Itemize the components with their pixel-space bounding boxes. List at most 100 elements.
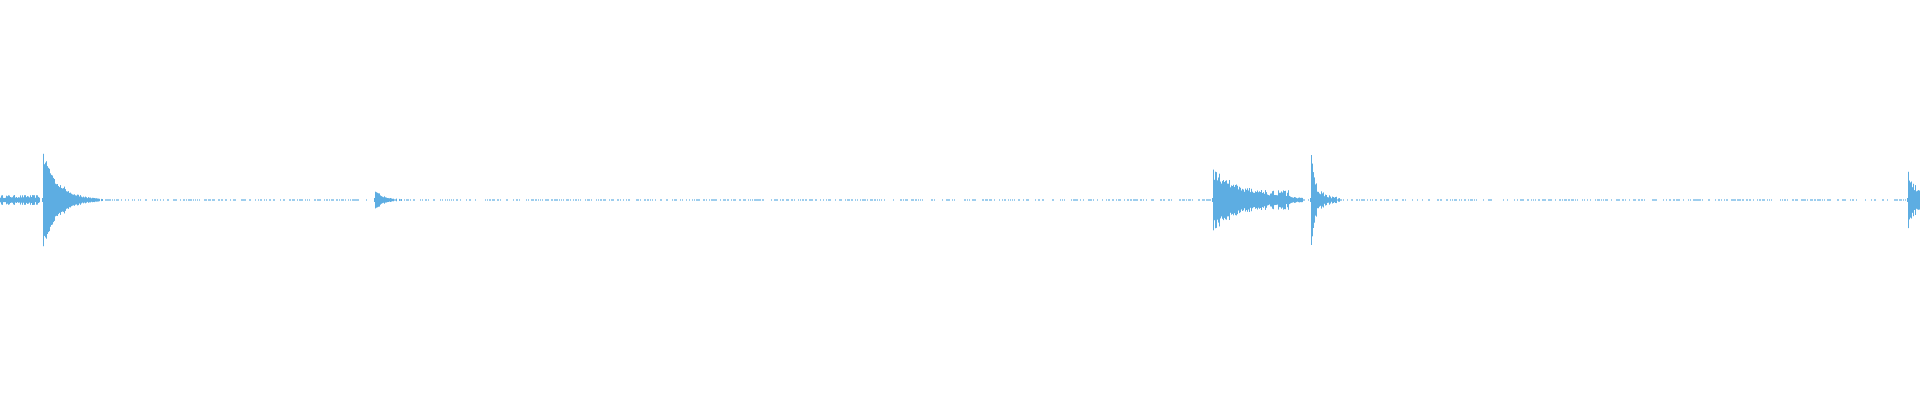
waveform-sample xyxy=(1528,199,1529,201)
waveform-sample xyxy=(292,199,293,201)
waveform-sample xyxy=(302,199,303,201)
waveform-sample xyxy=(623,199,624,201)
waveform-sample xyxy=(15,197,16,203)
waveform-sample xyxy=(1753,199,1754,201)
waveform-sample xyxy=(682,199,683,201)
waveform-sample xyxy=(79,196,80,204)
waveform-sample xyxy=(563,199,564,201)
waveform-sample xyxy=(1189,199,1190,201)
waveform-sample xyxy=(105,199,106,201)
waveform-sample xyxy=(1896,199,1897,201)
waveform-sample xyxy=(855,199,856,201)
waveform-sample xyxy=(601,199,602,201)
waveform-sample xyxy=(406,199,407,201)
waveform-sample xyxy=(694,199,695,201)
waveform-sample xyxy=(258,199,259,201)
waveform-sample xyxy=(45,162,46,238)
waveform-sample xyxy=(816,199,817,201)
waveform-sample xyxy=(1278,190,1279,210)
waveform-sample xyxy=(317,199,318,201)
waveform-sample xyxy=(1618,199,1619,201)
waveform-sample xyxy=(1802,199,1803,201)
waveform-sample xyxy=(210,199,211,201)
waveform-sample xyxy=(1700,199,1701,201)
waveform-sample xyxy=(28,196,29,204)
waveform-sample xyxy=(62,188,63,212)
waveform-sample xyxy=(989,199,990,201)
waveform-sample xyxy=(698,199,699,201)
waveform-sample xyxy=(34,195,35,205)
waveform-sample xyxy=(95,198,96,202)
waveform-sample xyxy=(23,197,24,203)
waveform-sample xyxy=(1764,199,1765,201)
waveform-sample xyxy=(209,199,210,201)
waveform-sample xyxy=(1026,199,1027,201)
waveform-sample xyxy=(1209,199,1210,201)
waveform-sample xyxy=(327,199,328,201)
waveform-sample xyxy=(379,193,380,207)
waveform-sample xyxy=(225,199,226,201)
waveform-sample xyxy=(1642,199,1643,201)
waveform-sample xyxy=(1673,199,1674,201)
waveform-sample xyxy=(29,197,30,203)
waveform-sample xyxy=(1118,199,1119,201)
waveform-sample xyxy=(193,199,194,201)
waveform-sample xyxy=(1760,199,1761,201)
waveform-sample xyxy=(1347,199,1348,201)
waveform-sample xyxy=(1853,199,1854,201)
waveform-sample xyxy=(14,195,15,205)
waveform-sample xyxy=(1232,186,1233,214)
waveform-sample xyxy=(1820,199,1821,201)
waveform-sample xyxy=(667,199,668,201)
waveform-sample xyxy=(493,199,494,201)
waveform-sample xyxy=(174,199,175,201)
waveform-sample xyxy=(1428,199,1429,201)
waveform-sample xyxy=(1635,199,1636,201)
waveform-sample xyxy=(1102,199,1103,201)
waveform-sample xyxy=(1248,190,1249,210)
waveform-sample xyxy=(1780,199,1781,201)
waveform-sample xyxy=(672,199,673,201)
waveform-sample xyxy=(636,199,637,201)
waveform-sample xyxy=(1228,183,1229,217)
waveform-sample xyxy=(206,199,207,201)
waveform-sample xyxy=(777,199,778,201)
waveform-sample xyxy=(1240,187,1241,213)
waveform-sample xyxy=(1271,193,1272,207)
waveform-sample xyxy=(920,199,921,201)
waveform-sample xyxy=(301,199,302,201)
waveform-sample xyxy=(1894,199,1895,201)
waveform-sample xyxy=(35,197,36,203)
waveform-sample xyxy=(1324,196,1325,204)
waveform-sample xyxy=(901,199,902,201)
waveform-sample xyxy=(566,199,567,201)
waveform-sample xyxy=(699,199,700,201)
waveform-sample xyxy=(243,199,244,201)
waveform-sample xyxy=(771,199,772,201)
waveform-sample xyxy=(788,199,789,201)
waveform-sample xyxy=(1747,199,1748,201)
waveform-sample xyxy=(92,197,93,203)
waveform-sample xyxy=(862,199,863,201)
waveform-sample xyxy=(1531,199,1532,201)
waveform-sample xyxy=(1587,199,1588,201)
waveform-sample xyxy=(1221,183,1222,217)
waveform-sample xyxy=(66,191,67,209)
waveform-sample xyxy=(356,199,357,201)
waveform-sample xyxy=(561,199,562,201)
waveform-sample xyxy=(283,199,284,201)
waveform-sample xyxy=(293,199,294,201)
waveform-sample xyxy=(655,199,656,201)
waveform-sample xyxy=(50,173,51,227)
waveform-sample xyxy=(1038,199,1039,201)
waveform-sample xyxy=(1838,199,1839,201)
waveform-sample xyxy=(1897,199,1898,201)
waveform-sample xyxy=(366,199,367,201)
waveform-sample xyxy=(1303,199,1304,201)
waveform-sample xyxy=(1291,197,1292,203)
waveform-sample xyxy=(80,195,81,205)
waveform-sample xyxy=(1606,199,1607,201)
waveform-sample xyxy=(1140,199,1141,201)
waveform-sample xyxy=(1575,199,1576,201)
